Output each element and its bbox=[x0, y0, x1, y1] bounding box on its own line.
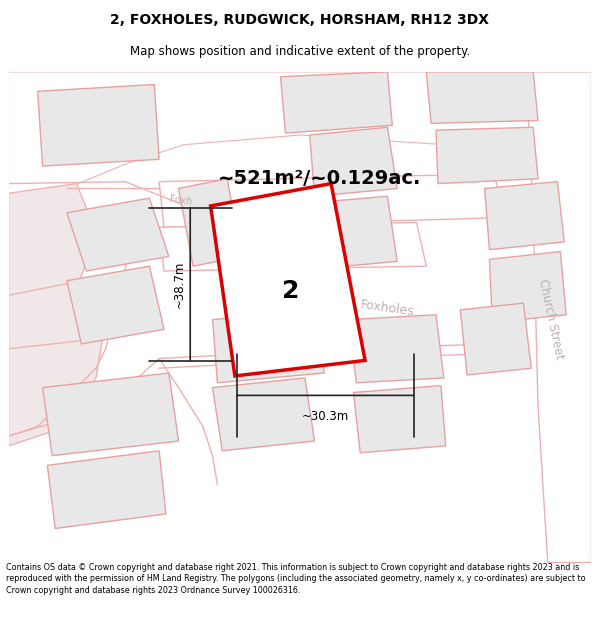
Polygon shape bbox=[211, 184, 365, 376]
Polygon shape bbox=[353, 386, 446, 452]
Polygon shape bbox=[310, 127, 397, 196]
Polygon shape bbox=[212, 378, 314, 451]
Polygon shape bbox=[490, 252, 566, 322]
Polygon shape bbox=[426, 72, 538, 123]
Text: Church Street: Church Street bbox=[536, 278, 566, 361]
Polygon shape bbox=[485, 182, 564, 249]
Polygon shape bbox=[212, 310, 324, 382]
Polygon shape bbox=[8, 72, 125, 213]
Polygon shape bbox=[43, 373, 179, 456]
Polygon shape bbox=[38, 84, 159, 166]
Polygon shape bbox=[460, 303, 531, 375]
Polygon shape bbox=[67, 266, 164, 344]
Polygon shape bbox=[281, 72, 392, 133]
Text: Foxh: Foxh bbox=[169, 194, 193, 208]
Text: 2: 2 bbox=[281, 279, 299, 303]
Text: Foxholes: Foxholes bbox=[359, 298, 415, 318]
Text: ~521m²/~0.129ac.: ~521m²/~0.129ac. bbox=[217, 169, 421, 188]
Polygon shape bbox=[8, 72, 592, 213]
Polygon shape bbox=[310, 196, 397, 269]
Polygon shape bbox=[67, 198, 169, 271]
Polygon shape bbox=[8, 184, 96, 310]
Polygon shape bbox=[47, 451, 166, 529]
Polygon shape bbox=[179, 179, 242, 266]
Text: Map shows position and indicative extent of the property.: Map shows position and indicative extent… bbox=[130, 44, 470, 58]
Polygon shape bbox=[159, 222, 426, 271]
Text: Contains OS data © Crown copyright and database right 2021. This information is : Contains OS data © Crown copyright and d… bbox=[6, 562, 586, 595]
Polygon shape bbox=[8, 281, 106, 446]
Text: ~38.7m: ~38.7m bbox=[172, 261, 185, 308]
Text: 2, FOXHOLES, RUDGWICK, HORSHAM, RH12 3DX: 2, FOXHOLES, RUDGWICK, HORSHAM, RH12 3DX bbox=[110, 13, 490, 27]
Text: ~30.3m: ~30.3m bbox=[302, 410, 349, 423]
Polygon shape bbox=[523, 72, 592, 562]
Polygon shape bbox=[349, 315, 444, 382]
Polygon shape bbox=[159, 174, 504, 228]
Polygon shape bbox=[436, 127, 538, 184]
